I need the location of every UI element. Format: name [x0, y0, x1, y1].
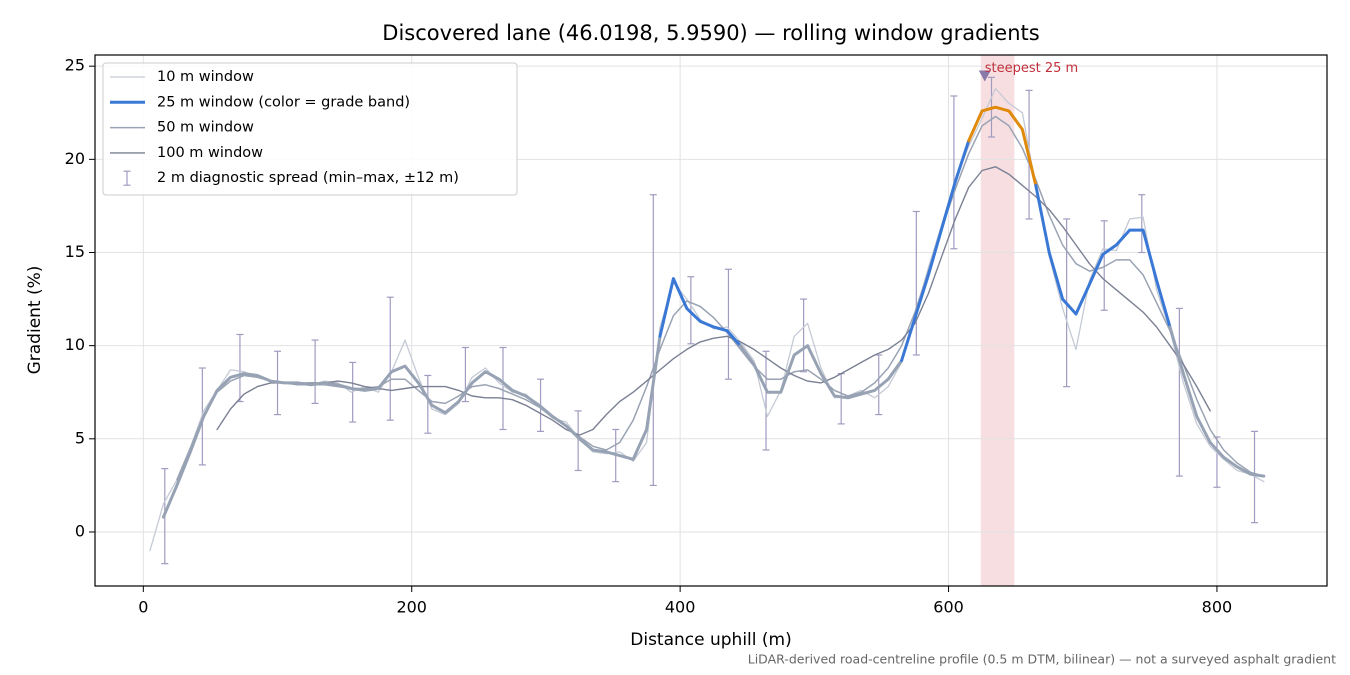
y-tick-label: 10 [65, 335, 85, 354]
x-tick-label: 0 [138, 598, 148, 617]
x-tick-label: 200 [396, 598, 427, 617]
error-bar [649, 194, 657, 486]
error-bar [386, 296, 394, 421]
y-tick-label: 5 [75, 428, 85, 447]
y-tick-label: 20 [65, 149, 85, 168]
error-bar [574, 410, 582, 472]
error-bar [499, 346, 507, 431]
y-axis-label: Gradient (%) [25, 266, 45, 375]
x-tick-label: 800 [1202, 598, 1233, 617]
line [216, 166, 1211, 436]
steepest-marker [978, 70, 991, 82]
legend-label: 100 m window [157, 145, 263, 161]
line [658, 277, 742, 348]
line [967, 105, 1038, 187]
error-bar [912, 210, 920, 356]
error-bar [1138, 194, 1146, 254]
error-bar [311, 339, 319, 405]
error-bar [1100, 220, 1108, 311]
plot-frame [94, 54, 1328, 587]
error-bar [1175, 307, 1183, 477]
error-bar [424, 374, 432, 434]
error-bar [762, 350, 770, 451]
line [1168, 325, 1266, 478]
y-tick-label: 0 [75, 521, 85, 540]
annotation: steepest 25 m [985, 61, 1078, 76]
legend-label: 2 m diagnostic spread (min–max, ±12 m) [157, 170, 459, 186]
error-bar [724, 268, 732, 380]
legend-box [102, 62, 518, 196]
y-tick-label: 15 [65, 242, 85, 261]
x-tick-label: 400 [665, 598, 696, 617]
legend: 10 m window 25 m window (color = grade ba… [102, 62, 518, 196]
chart-title: Discovered lane (46.0198, 5.9590) — roll… [382, 21, 1039, 45]
legend-label: 25 m window (color = grade band) [157, 94, 410, 110]
footnote: LiDAR-derived road-centreline profile (0… [748, 652, 1336, 667]
highlight-span [980, 55, 1015, 586]
legend-label: 50 m window [157, 120, 254, 136]
y-tick-label: 25 [65, 56, 85, 75]
line [900, 139, 971, 363]
line [161, 334, 662, 519]
line [1034, 183, 1172, 329]
x-tick-label: 600 [933, 598, 964, 617]
error-bar [800, 298, 808, 373]
x-axis-label: Distance uphill (m) [630, 630, 791, 650]
line [739, 344, 904, 400]
legend-label: 10 m window [157, 69, 254, 85]
